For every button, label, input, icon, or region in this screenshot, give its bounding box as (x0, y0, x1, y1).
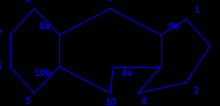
Text: 3: 3 (193, 87, 199, 96)
Text: 10b: 10b (33, 69, 52, 78)
Text: 8: 8 (24, 0, 31, 4)
Text: 9a: 9a (168, 22, 180, 31)
Text: 6: 6 (0, 62, 2, 71)
Text: 1: 1 (193, 6, 199, 15)
Text: 7: 7 (0, 31, 2, 39)
Text: 10: 10 (104, 98, 116, 106)
Text: 9: 9 (107, 0, 113, 3)
Text: 4a: 4a (120, 69, 133, 78)
Text: 5: 5 (24, 97, 31, 106)
Text: 4: 4 (141, 97, 147, 106)
Text: 2: 2 (218, 41, 220, 50)
Text: 8a: 8a (39, 22, 51, 31)
